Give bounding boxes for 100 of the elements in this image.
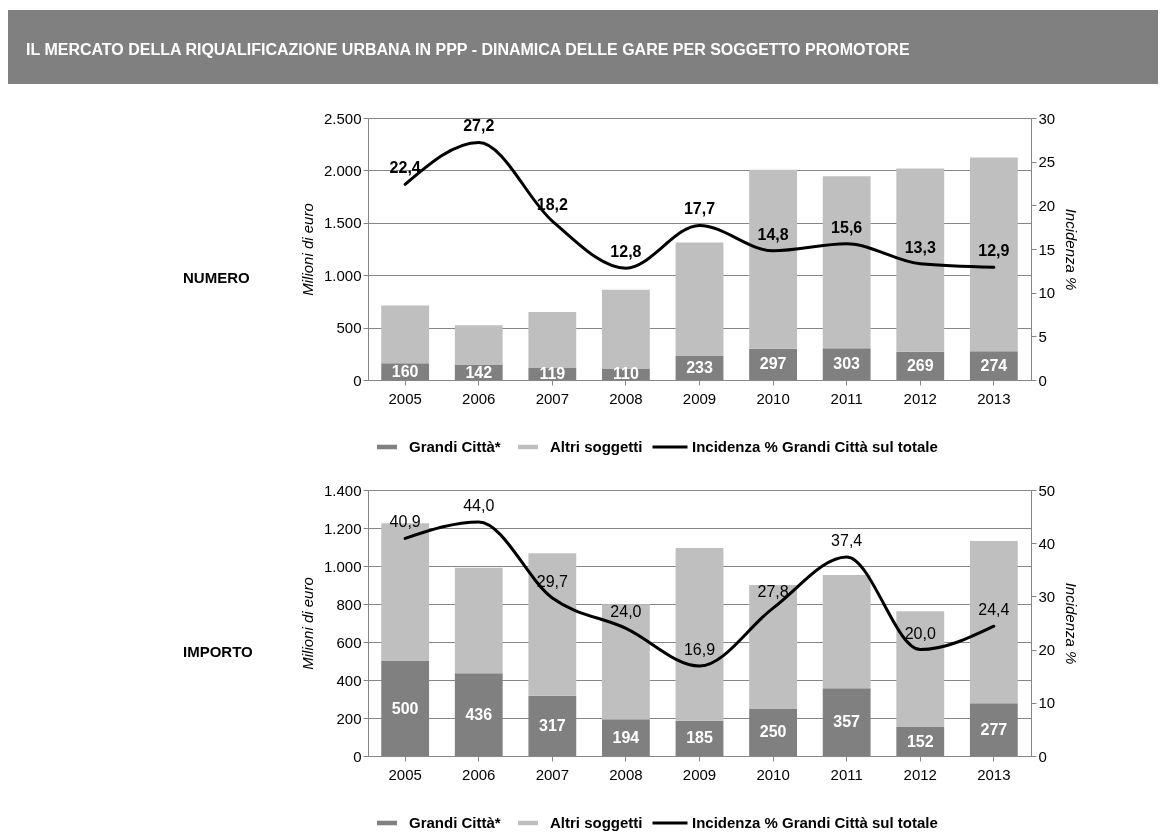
bar [381, 305, 430, 364]
x-tick-label: 2006 [462, 765, 496, 783]
y-tick-label: 1.000 [323, 266, 362, 284]
x-tick-label: 2009 [682, 765, 717, 783]
data-label: 27,8 [757, 583, 789, 601]
data-label: 317 [538, 716, 566, 734]
legend-label: Grandi Città* [409, 438, 501, 455]
data-label: 24,0 [610, 603, 642, 621]
data-label: 152 [906, 732, 934, 750]
data-label: 500 [391, 699, 419, 717]
chart-title: IL MERCATO DELLA RIQUALIFICAZIONE URBANA IN PPP - DINAMICA DELLE GARE PER SOGGETTO PROMOTORE [26, 41, 910, 58]
x-tick-label: 2006 [462, 389, 496, 407]
y-tick-label: 0 [353, 747, 362, 765]
x-tick-label: 2011 [830, 389, 863, 407]
legend-label: Grandi Città* [409, 814, 501, 831]
y2-tick-label: 10 [1038, 284, 1056, 302]
y-tick-label: 1.200 [323, 519, 362, 537]
text: IMPORTO [183, 643, 254, 661]
data-label: 250 [759, 723, 787, 741]
y2-tick-label: 10 [1038, 694, 1056, 712]
x-tick-label: 2011 [830, 765, 863, 783]
y2-tick-label: 15 [1038, 240, 1056, 258]
y2-tick-label: 30 [1038, 109, 1056, 127]
bar [822, 176, 871, 349]
data-label: 233 [686, 358, 713, 376]
y-tick-label: 1.400 [323, 481, 362, 499]
data-label: 18,2 [536, 196, 568, 214]
data-label: 20,0 [904, 624, 936, 642]
bar [675, 242, 724, 356]
bar [602, 289, 650, 369]
y2-tick-label: 50 [1038, 481, 1056, 499]
data-label: 12,8 [610, 243, 642, 261]
x-tick-label: 2007 [535, 389, 570, 407]
y2-axis-title: Incidenza % [1063, 208, 1081, 291]
data-label: 27,2 [463, 117, 495, 135]
y-tick-label: 1.000 [323, 557, 362, 575]
data-label: 357 [833, 713, 861, 731]
y2-tick-label: 40 [1038, 534, 1056, 552]
y-tick-label: 400 [336, 671, 362, 689]
y-tick-label: 2.000 [323, 161, 362, 179]
bar [822, 575, 871, 689]
data-label: 194 [612, 728, 640, 746]
data-label: 14,8 [757, 225, 789, 243]
data-label: 119 [539, 364, 566, 382]
y2-axis-title: Incidenza % [1063, 582, 1081, 665]
data-label: 436 [465, 705, 493, 723]
bar [454, 567, 503, 674]
data-label: 17,7 [683, 200, 716, 218]
bar [896, 168, 945, 352]
bar [969, 157, 1018, 352]
data-label: 12,9 [978, 242, 1010, 260]
x-tick-label: 2010 [756, 765, 790, 783]
data-label: 24,4 [978, 601, 1010, 619]
legend-label: Incidenza % Grandi Città sul totale [692, 814, 938, 831]
y-tick-label: 0 [353, 371, 362, 389]
y2-tick-label: 5 [1038, 327, 1047, 345]
bar [749, 169, 797, 349]
x-tick-label: 2012 [903, 389, 937, 407]
legend-label: Incidenza % Grandi Città sul totale [692, 438, 938, 455]
data-label: 16,9 [683, 641, 716, 659]
data-label: 269 [906, 356, 934, 374]
data-label: 274 [980, 356, 1008, 374]
y-axis-title: Milioni di euro [298, 577, 316, 670]
y-tick-label: 2.500 [323, 109, 362, 127]
bar [528, 311, 577, 368]
data-label: 160 [391, 362, 419, 380]
x-tick-label: 2007 [535, 765, 570, 783]
x-tick-label: 2012 [903, 765, 937, 783]
y2-tick-label: 20 [1038, 196, 1056, 214]
legend-label: Altri soggetti [550, 438, 643, 455]
x-tick-label: 2008 [609, 389, 643, 407]
data-label: 142 [465, 363, 493, 381]
y2-tick-label: 30 [1038, 587, 1056, 605]
data-label: 40,9 [389, 513, 421, 531]
data-label: 277 [980, 720, 1008, 738]
x-tick-label: 2008 [609, 765, 643, 783]
y2-tick-label: 20 [1038, 641, 1056, 659]
data-label: 185 [686, 729, 713, 747]
y-axis-title: Milioni di euro [298, 203, 316, 296]
y2-tick-label: 0 [1038, 371, 1047, 389]
bar [896, 611, 945, 728]
data-label: 13,3 [904, 238, 936, 256]
x-tick-label: 2005 [388, 389, 422, 407]
bar [602, 604, 650, 720]
y-tick-label: 1.500 [323, 214, 362, 232]
y-tick-label: 500 [336, 319, 362, 337]
x-tick-label: 2005 [388, 765, 422, 783]
bar [749, 585, 797, 709]
text: NUMERO [183, 268, 250, 286]
y-tick-label: 200 [336, 709, 362, 727]
legend-label: Altri soggetti [550, 814, 643, 831]
y-tick-label: 800 [336, 595, 362, 613]
x-tick-label: 2013 [977, 765, 1011, 783]
y2-tick-label: 25 [1038, 153, 1056, 171]
data-label: 37,4 [831, 532, 863, 550]
bar [675, 547, 724, 721]
x-tick-label: 2013 [977, 389, 1011, 407]
data-label: 110 [613, 365, 639, 383]
x-tick-label: 2009 [682, 389, 717, 407]
bar [528, 553, 577, 696]
